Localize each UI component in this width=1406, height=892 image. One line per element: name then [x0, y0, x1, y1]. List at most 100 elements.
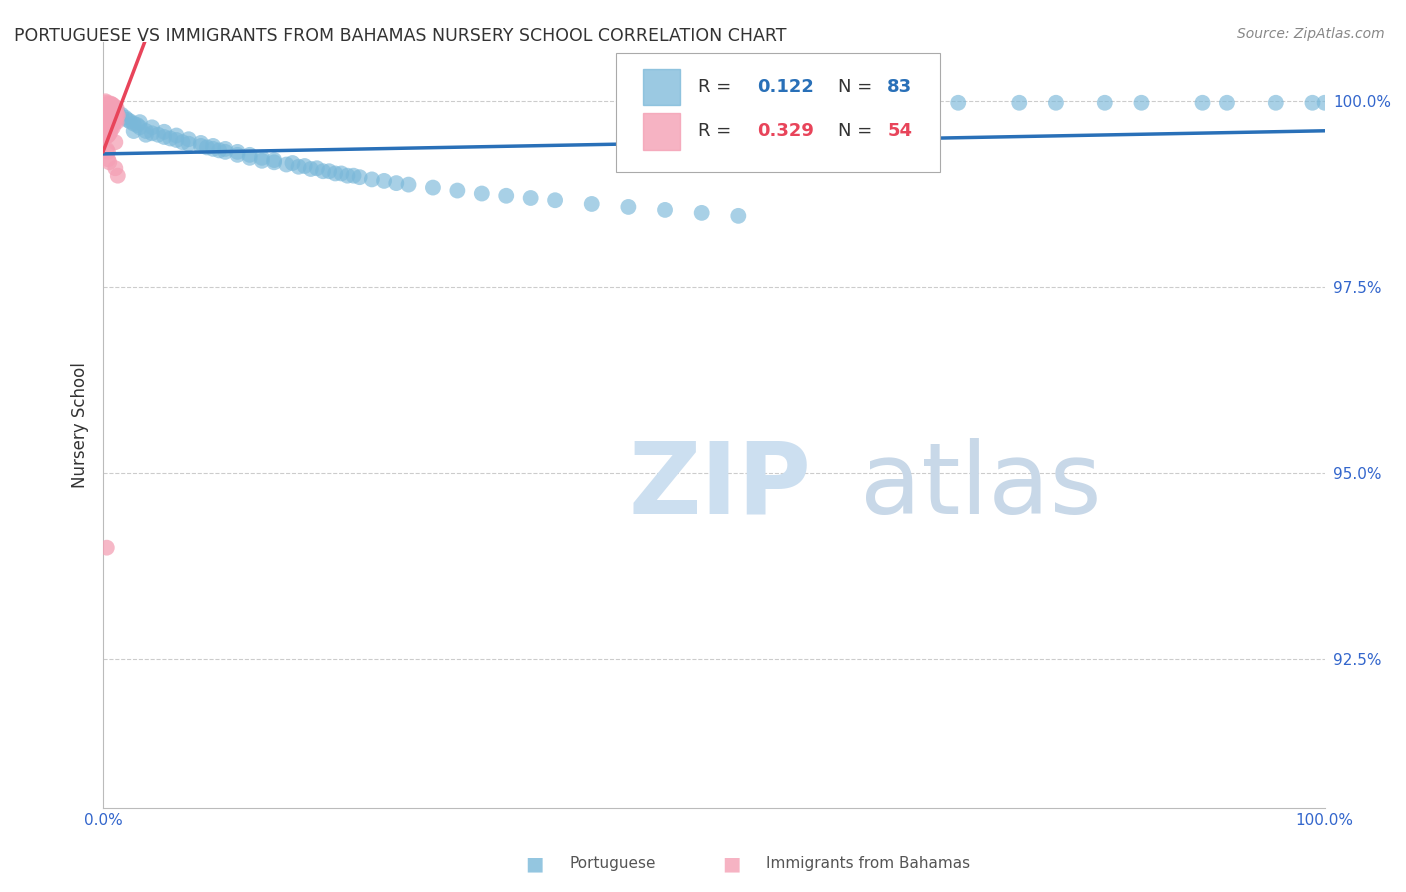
Point — [118, 114, 141, 128]
Point — [122, 124, 145, 138]
Point — [98, 105, 121, 120]
Text: 0.122: 0.122 — [756, 78, 814, 96]
Point — [96, 128, 118, 142]
Point — [1094, 95, 1116, 110]
Point — [105, 108, 128, 122]
Point — [202, 139, 225, 153]
Text: R =: R = — [697, 122, 737, 140]
Point — [110, 108, 132, 122]
Point — [98, 98, 121, 112]
Point — [690, 206, 713, 220]
Point — [103, 99, 125, 113]
Point — [250, 151, 273, 165]
Point — [287, 160, 309, 174]
Point — [519, 191, 541, 205]
Point — [276, 157, 298, 171]
Text: Immigrants from Bahamas: Immigrants from Bahamas — [766, 856, 970, 871]
Point — [104, 107, 127, 121]
Point — [100, 119, 122, 133]
Point — [97, 123, 120, 137]
Point — [190, 139, 212, 153]
Point — [96, 117, 118, 131]
Point — [146, 128, 169, 142]
Point — [398, 178, 420, 192]
Point — [342, 169, 364, 183]
Point — [263, 155, 285, 169]
Point — [98, 118, 121, 132]
Point — [97, 97, 120, 112]
Text: 54: 54 — [887, 122, 912, 140]
Point — [1301, 95, 1323, 110]
Point — [172, 135, 194, 149]
Text: ZIP: ZIP — [628, 438, 811, 534]
Point — [101, 98, 124, 112]
Point — [299, 161, 322, 176]
Point — [544, 193, 567, 207]
Point — [104, 135, 127, 149]
Text: Portuguese: Portuguese — [569, 856, 657, 871]
Point — [104, 100, 127, 114]
Point — [654, 202, 676, 217]
Y-axis label: Nursery School: Nursery School — [72, 362, 89, 488]
Point — [208, 144, 231, 158]
Point — [100, 97, 122, 112]
Point — [141, 126, 163, 140]
Point — [135, 128, 157, 142]
Point — [281, 156, 304, 170]
Point — [98, 111, 121, 125]
Point — [97, 110, 120, 124]
Point — [100, 120, 122, 134]
Point — [104, 114, 127, 128]
Point — [177, 132, 200, 146]
Point — [96, 102, 118, 116]
Point — [263, 153, 285, 167]
Point — [117, 112, 139, 127]
Point — [103, 113, 125, 128]
Point — [190, 136, 212, 150]
Point — [97, 117, 120, 131]
Point — [96, 122, 118, 136]
Point — [581, 197, 603, 211]
Point — [96, 143, 118, 157]
Point — [96, 126, 118, 140]
Point — [165, 133, 187, 147]
Point — [422, 180, 444, 194]
Point — [97, 145, 120, 159]
Point — [1130, 95, 1153, 110]
Text: ■: ■ — [721, 854, 741, 873]
Point — [104, 161, 127, 176]
Bar — [643, 69, 679, 105]
Point — [153, 130, 176, 145]
Point — [495, 188, 517, 202]
Point — [98, 124, 121, 138]
Point — [880, 95, 903, 110]
Point — [323, 166, 346, 180]
Text: ■: ■ — [524, 854, 544, 873]
Point — [96, 109, 118, 123]
Point — [373, 174, 395, 188]
Point — [948, 95, 970, 110]
Point — [360, 172, 382, 186]
Point — [100, 103, 122, 118]
Point — [114, 111, 136, 125]
Point — [100, 104, 122, 119]
Point — [122, 117, 145, 131]
Point — [239, 151, 262, 165]
Point — [727, 209, 749, 223]
Point — [226, 148, 249, 162]
Point — [101, 105, 124, 120]
Point — [294, 159, 316, 173]
FancyBboxPatch shape — [616, 54, 939, 172]
Point — [101, 120, 124, 135]
Point — [107, 105, 129, 120]
Point — [446, 184, 468, 198]
Point — [100, 112, 122, 126]
Point — [1313, 95, 1336, 110]
Point — [100, 112, 122, 127]
Point — [101, 112, 124, 127]
Point — [96, 95, 118, 110]
Point — [103, 106, 125, 120]
Point — [97, 128, 120, 143]
Point — [312, 164, 335, 178]
Point — [128, 115, 150, 129]
